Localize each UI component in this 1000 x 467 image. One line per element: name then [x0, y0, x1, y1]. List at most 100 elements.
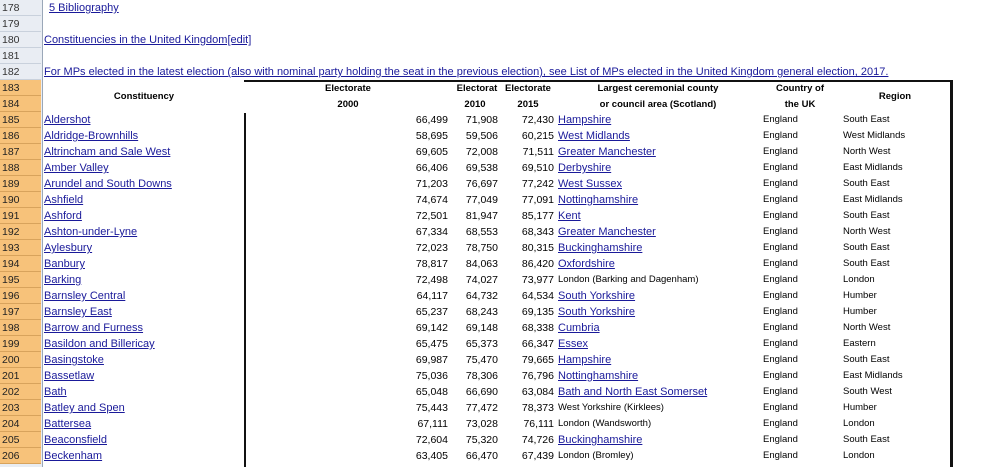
constituency-link[interactable]: Altrincham and Sale West	[44, 146, 171, 158]
electorate-2010-cell: 78,306	[465, 370, 498, 382]
row-number[interactable]: 178	[0, 0, 41, 16]
region-cell: East Midlands	[843, 370, 903, 381]
country-cell: England	[763, 322, 798, 333]
electorate-2000-cell: 78,817	[415, 258, 448, 270]
constituency-link[interactable]: Basingstoke	[44, 354, 104, 366]
constituency-link[interactable]: Barnsley Central	[44, 290, 126, 302]
country-cell: England	[763, 354, 798, 365]
county-link[interactable]: Nottinghamshire	[558, 194, 639, 206]
row-number[interactable]: 200	[0, 352, 41, 368]
row-number[interactable]: 186	[0, 128, 41, 144]
county-link[interactable]: Bath and North East Somerset	[558, 386, 708, 398]
county-link[interactable]: Buckinghamshire	[558, 242, 643, 254]
county-link[interactable]: South Yorkshire	[558, 290, 636, 302]
constituency-link[interactable]: Bath	[44, 386, 67, 398]
constituency-link[interactable]: Aylesbury	[44, 242, 93, 254]
row-number[interactable]: 196	[0, 288, 41, 304]
constituency-link[interactable]: Ashford	[44, 210, 82, 222]
row-number[interactable]: 184	[0, 96, 41, 112]
row-number[interactable]: 197	[0, 304, 41, 320]
row-number[interactable]: 193	[0, 240, 41, 256]
row-number[interactable]: 192	[0, 224, 41, 240]
row-number[interactable]: 189	[0, 176, 41, 192]
constituency-link[interactable]: Arundel and South Downs	[44, 178, 172, 190]
county-link[interactable]: Greater Manchester	[558, 226, 656, 238]
electorate-2015-cell: 79,665	[521, 354, 554, 366]
row-number[interactable]: 204	[0, 416, 41, 432]
county-link[interactable]: Hampshire	[558, 354, 612, 366]
electorate-2010-cell: 71,908	[465, 114, 498, 126]
electorate-2010-cell: 75,320	[465, 434, 498, 446]
electorate-2010-cell: 76,697	[465, 178, 498, 190]
row-number[interactable]: 194	[0, 256, 41, 272]
pre-line-link[interactable]: For MPs elected in the latest election (…	[44, 66, 889, 78]
county-link[interactable]: Cumbria	[558, 322, 600, 334]
electorate-2000-cell: 66,499	[415, 114, 448, 126]
electorate-2010-cell: 59,506	[465, 130, 498, 142]
county-link[interactable]: Kent	[558, 210, 581, 222]
constituency-link[interactable]: Barking	[44, 274, 82, 286]
row-number[interactable]: 191	[0, 208, 41, 224]
electorate-2015-cell: 66,347	[521, 338, 554, 350]
electorate-2000-cell: 58,695	[415, 130, 448, 142]
header-county-line1: Largest ceremonial county	[597, 83, 719, 94]
pre-line-link[interactable]: 5 Bibliography	[49, 2, 119, 14]
county-link[interactable]: Oxfordshire	[558, 258, 615, 270]
constituency-link[interactable]: Beckenham	[44, 450, 103, 462]
county-link[interactable]: South Yorkshire	[558, 306, 636, 318]
constituency-link[interactable]: Ashfield	[44, 194, 84, 206]
row-number[interactable]: 199	[0, 336, 41, 352]
constituency-link[interactable]: Amber Valley	[44, 162, 109, 174]
county-link[interactable]: Buckinghamshire	[558, 434, 643, 446]
electorate-2000-cell: 69,987	[415, 354, 448, 366]
country-cell: England	[763, 258, 798, 269]
constituency-link[interactable]: Bassetlaw	[44, 370, 95, 382]
row-number[interactable]: 195	[0, 272, 41, 288]
constituency-link[interactable]: Basildon and Billericay	[44, 338, 155, 350]
header-country-line2: the UK	[784, 99, 816, 110]
row-number[interactable]: 183	[0, 80, 41, 96]
constituency-link[interactable]: Barrow and Furness	[44, 322, 144, 334]
constituency-link[interactable]: Ashton-under-Lyne	[44, 226, 138, 238]
electorate-2015-cell: 85,177	[521, 210, 554, 222]
electorate-2000-cell: 72,501	[415, 210, 448, 222]
row-number[interactable]: 201	[0, 368, 41, 384]
header-electorate-2000-line2: 2000	[337, 99, 359, 110]
table-background	[244, 80, 950, 467]
constituency-link[interactable]: Beaconsfield	[44, 434, 107, 446]
county-link[interactable]: West Midlands	[558, 130, 630, 142]
row-number[interactable]: 181	[0, 48, 41, 64]
row-number[interactable]: 190	[0, 192, 41, 208]
row-number[interactable]: 198	[0, 320, 41, 336]
header-constituency: Constituency	[113, 91, 175, 102]
constituency-link[interactable]: Aldridge-Brownhills	[44, 130, 139, 142]
pre-line-link[interactable]: Constituencies in the United Kingdom[edi…	[44, 34, 252, 46]
row-number[interactable]: 203	[0, 400, 41, 416]
row-number[interactable]: 180	[0, 32, 41, 48]
row-number[interactable]: 188	[0, 160, 41, 176]
county-link[interactable]: Derbyshire	[558, 162, 612, 174]
country-cell: England	[763, 370, 798, 381]
region-cell: South East	[843, 354, 890, 365]
row-number[interactable]: 182	[0, 64, 41, 80]
constituency-link[interactable]: Batley and Spen	[44, 402, 125, 414]
row-number[interactable]: 185	[0, 112, 41, 128]
row-number[interactable]: 202	[0, 384, 41, 400]
row-number-gutter[interactable]: 178 179 180 181 182 183 184 185 186 187 188 189 190 1…	[0, 0, 43, 467]
county-link[interactable]: Essex	[558, 338, 588, 350]
electorate-2010-cell: 81,947	[465, 210, 498, 222]
county-link[interactable]: Greater Manchester	[558, 146, 656, 158]
row-number[interactable]: 179	[0, 16, 41, 32]
row-number[interactable]: 205	[0, 432, 41, 448]
header-electorate-2015-line1: Electorate	[505, 83, 551, 94]
county-link[interactable]: Hampshire	[558, 114, 612, 126]
county-link[interactable]: West Sussex	[558, 178, 622, 190]
constituency-link[interactable]: Aldershot	[44, 114, 91, 126]
row-number[interactable]: 206	[0, 448, 41, 464]
row-number[interactable]: 187	[0, 144, 41, 160]
electorate-2000-cell: 75,036	[415, 370, 448, 382]
constituency-link[interactable]: Barnsley East	[44, 306, 112, 318]
constituency-link[interactable]: Banbury	[44, 258, 85, 270]
constituency-link[interactable]: Battersea	[44, 418, 92, 430]
county-link[interactable]: Nottinghamshire	[558, 370, 639, 382]
